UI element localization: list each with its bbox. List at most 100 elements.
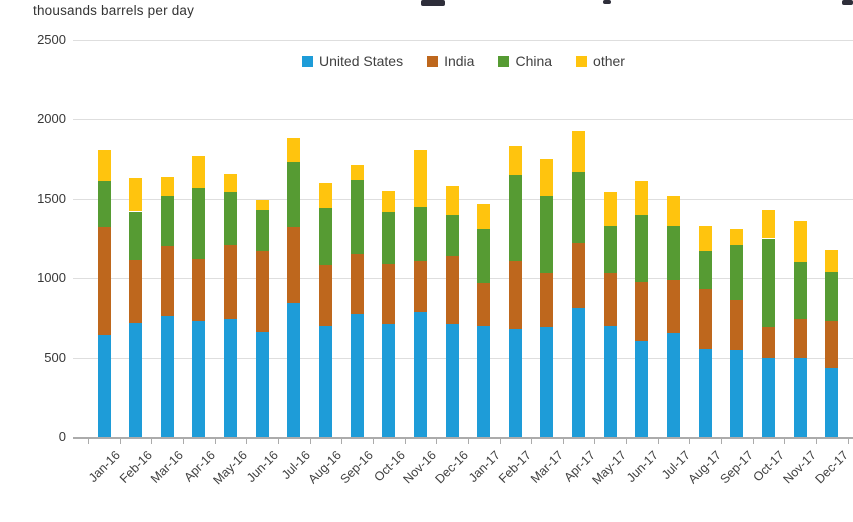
gridline: [73, 278, 853, 280]
bar-segment-united-states: [698, 348, 712, 437]
bar-segment-other: [825, 249, 839, 272]
cropped-title-fragment: [842, 0, 853, 5]
bar-segment-other: [445, 186, 459, 215]
bar-segment-other: [508, 146, 522, 175]
bar-segment-other: [129, 178, 143, 212]
bar-segment-india: [224, 244, 238, 319]
bar-segment-india: [382, 263, 396, 325]
x-axis-tick: [151, 438, 153, 444]
bar-segment-other: [382, 190, 396, 212]
bar-segment-india: [350, 254, 364, 314]
bar-segment-india: [318, 265, 332, 326]
bar-segment-china: [160, 195, 174, 247]
bar-segment-india: [730, 300, 744, 351]
bar-segment-united-states: [825, 367, 839, 437]
gridline: [73, 198, 853, 200]
x-axis-tick: [246, 438, 248, 444]
bar-segment-india: [445, 255, 459, 325]
bar-segment-other: [97, 149, 111, 182]
bar-segment-china: [572, 171, 586, 244]
bar-segment-other: [698, 225, 712, 252]
gridline: [73, 40, 853, 41]
x-axis-tick: [214, 438, 216, 444]
bar-segment-india: [793, 319, 807, 359]
legend-label: other: [593, 53, 625, 69]
bar-segment-united-states: [287, 302, 301, 437]
gridline: [73, 357, 853, 359]
bar-segment-united-states: [318, 325, 332, 437]
bar-segment-united-states: [382, 324, 396, 437]
bar-segment-other: [192, 155, 206, 188]
bar-segment-china: [603, 225, 617, 274]
bar-segment-india: [413, 260, 427, 312]
x-axis-tick: [404, 438, 406, 444]
bar-segment-other: [667, 195, 681, 226]
bar-segment-india: [160, 246, 174, 316]
bar-segment-india: [635, 282, 649, 341]
bar-segment-united-states: [572, 308, 586, 437]
bar-segment-china: [698, 251, 712, 290]
bar-segment-china: [287, 162, 301, 228]
bar-segment-india: [129, 259, 143, 324]
y-axis-label: 1500: [37, 190, 66, 206]
x-axis-tick: [815, 438, 817, 444]
legend-swatch-icon: [498, 55, 510, 67]
legend-label: India: [444, 53, 475, 69]
bar-segment-india: [508, 260, 522, 329]
legend-swatch-icon: [576, 55, 588, 67]
bar-segment-india: [698, 289, 712, 349]
bar-segment-united-states: [635, 340, 649, 437]
bar-segment-united-states: [160, 315, 174, 437]
bar-segment-other: [761, 209, 775, 239]
x-axis-tick: [657, 438, 659, 444]
bar-segment-india: [540, 273, 554, 328]
y-axis-units-label: thousands barrels per day: [33, 3, 195, 18]
bar-segment-china: [192, 187, 206, 260]
bar-segment-china: [318, 208, 332, 266]
bar-segment-china: [508, 174, 522, 261]
bar-segment-china: [825, 271, 839, 322]
x-axis-tick: [847, 438, 849, 444]
bar-segment-china: [350, 179, 364, 255]
bar-segment-india: [761, 327, 775, 358]
bar-segment-united-states: [793, 358, 807, 437]
bar-segment-india: [255, 251, 269, 333]
bar-segment-other: [540, 159, 554, 196]
bar-segment-china: [730, 244, 744, 301]
x-axis-tick: [784, 438, 786, 444]
bar-segment-united-states: [603, 325, 617, 437]
bar-segment-india: [287, 227, 301, 303]
bar-segment-other: [477, 203, 491, 229]
x-axis-tick: [720, 438, 722, 444]
bar-segment-united-states: [730, 350, 744, 437]
bar-segment-united-states: [477, 325, 491, 437]
bar-segment-united-states: [445, 324, 459, 437]
bar-segment-india: [477, 282, 491, 326]
legend-label: United States: [319, 53, 404, 69]
x-axis-tick: [341, 438, 343, 444]
bar-segment-other: [255, 200, 269, 210]
bar-segment-india: [667, 279, 681, 333]
bar-segment-united-states: [97, 335, 111, 437]
legend-item-china: China: [498, 53, 552, 69]
bar-segment-united-states: [413, 311, 427, 437]
bar-segment-united-states: [224, 318, 238, 437]
bar-segment-india: [603, 273, 617, 326]
x-axis-tick: [372, 438, 374, 444]
bar-segment-china: [445, 214, 459, 256]
bar-segment-china: [793, 262, 807, 320]
bar-segment-china: [97, 181, 111, 228]
bar-segment-other: [413, 149, 427, 207]
x-axis-tick: [278, 438, 280, 444]
x-axis-tick: [626, 438, 628, 444]
bar-segment-united-states: [255, 332, 269, 437]
bar-segment-china: [761, 238, 775, 328]
x-axis-tick: [594, 438, 596, 444]
bar-segment-other: [793, 221, 807, 263]
x-axis-tick: [752, 438, 754, 444]
bar-segment-other: [160, 176, 174, 196]
bar-segment-united-states: [540, 327, 554, 437]
x-axis-tick: [88, 438, 90, 444]
x-axis-tick: [562, 438, 564, 444]
